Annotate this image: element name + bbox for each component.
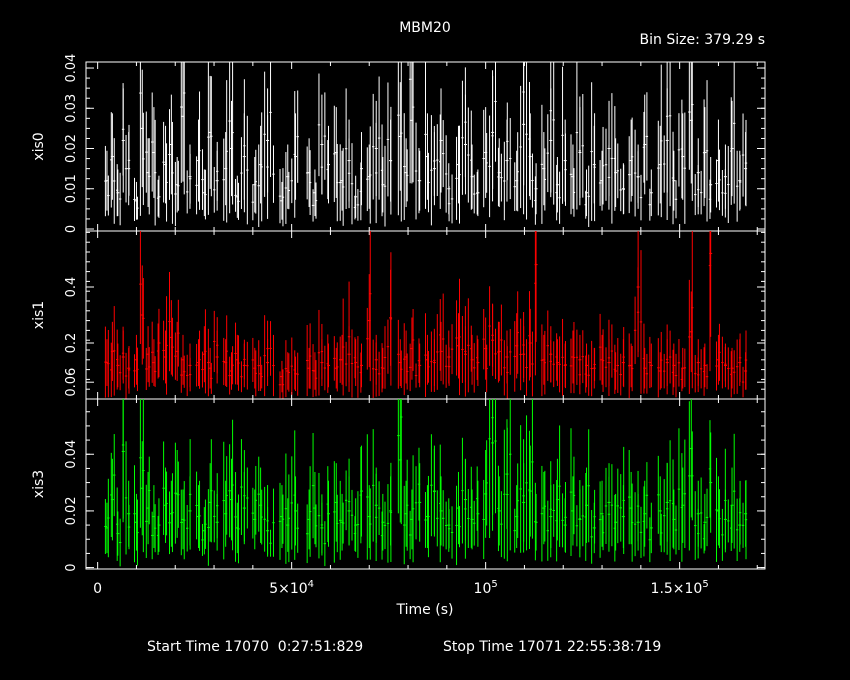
x-tick-exponent: 5 (491, 579, 497, 590)
xis0-panel: 0 0.01 0.02 0.03 0.04 xis0 (31, 54, 766, 233)
xis3-ytick-label: 0.04 (64, 440, 79, 469)
x-tick-label: 5×104 (269, 579, 314, 597)
xis1-panel: 0.06 0.2 0.4 xis1 (31, 230, 766, 400)
xis3-panel: 0 0.02 0.04 xis3 (31, 398, 766, 572)
xis0-ytick-label: 0 (64, 225, 79, 233)
xis0-ytick-label: 0.03 (64, 94, 79, 123)
x-axis-label: Time (s) (396, 602, 454, 618)
xis3-ytick-label: 0.02 (64, 496, 79, 525)
xis3-frame (85, 398, 766, 570)
xis1-ytick-label: 0.06 (64, 368, 79, 397)
x-tick-label: 0 (93, 581, 102, 597)
xis0-ytick-label: 0.04 (64, 54, 79, 83)
stop-time-label: Stop Time 17071 22:55:38:719 (443, 639, 661, 655)
bin-size-label: Bin Size: 379.29 s (640, 32, 765, 48)
xis0-ytick-label: 0.02 (64, 134, 79, 163)
xis1-ytick-label: 0.4 (64, 277, 79, 298)
x-tick-label: 1.5×105 (651, 579, 709, 597)
xis0-ytick-label: 0.01 (64, 174, 79, 203)
x-tick-exponent: 4 (308, 579, 314, 590)
xis1-ytick-label: 0.2 (64, 333, 79, 354)
xis3-ytick-label: 0 (64, 563, 79, 571)
xis3-y-axis-label: xis3 (31, 470, 47, 498)
xis0-y-axis-label: xis0 (31, 132, 47, 160)
xis1-y-axis-label: xis1 (31, 301, 47, 329)
start-time-label: Start Time 17070 0:27:51:829 (147, 639, 363, 655)
panels-group: 0 0.01 0.02 0.03 0.04 xis0 0.06 0.2 0.4 xis1 0 0.02… (31, 54, 766, 597)
chart-title: MBM20 (399, 20, 451, 36)
x-tick-exponent: 5 (702, 579, 708, 590)
